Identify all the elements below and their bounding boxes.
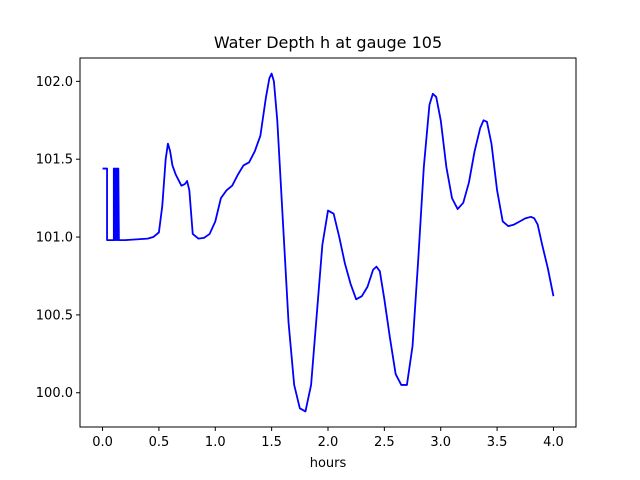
x-tick-label: 0.0 bbox=[92, 435, 113, 450]
x-tick-label: 2.0 bbox=[318, 435, 339, 450]
y-tick-label: 100.5 bbox=[36, 308, 73, 323]
x-tick-label: 3.5 bbox=[487, 435, 508, 450]
x-tick-label: 3.0 bbox=[430, 435, 451, 450]
x-tick-label: 0.5 bbox=[149, 435, 170, 450]
y-tick-label: 100.0 bbox=[36, 386, 73, 401]
y-tick-label: 101.5 bbox=[36, 153, 73, 168]
x-tick-label: 2.5 bbox=[374, 435, 395, 450]
plot-area bbox=[79, 57, 577, 428]
x-tick-label: 1.0 bbox=[205, 435, 226, 450]
series-line-1 bbox=[102, 72, 555, 413]
y-axis-ticks: 100.0 100.5 101.0 101.5 102.0 bbox=[36, 75, 80, 401]
x-tick-label: 1.5 bbox=[261, 435, 282, 450]
x-axis-label: hours bbox=[310, 456, 347, 471]
x-tick-label: 4.0 bbox=[543, 435, 564, 450]
y-tick-label: 102.0 bbox=[36, 75, 73, 90]
series-layer bbox=[102, 72, 555, 413]
x-axis-ticks: 0.0 0.5 1.0 1.5 2.0 2.5 3.0 3.5 4.0 bbox=[92, 427, 564, 450]
y-tick-label: 101.0 bbox=[36, 231, 73, 246]
chart-title: Water Depth h at gauge 105 bbox=[214, 33, 442, 52]
